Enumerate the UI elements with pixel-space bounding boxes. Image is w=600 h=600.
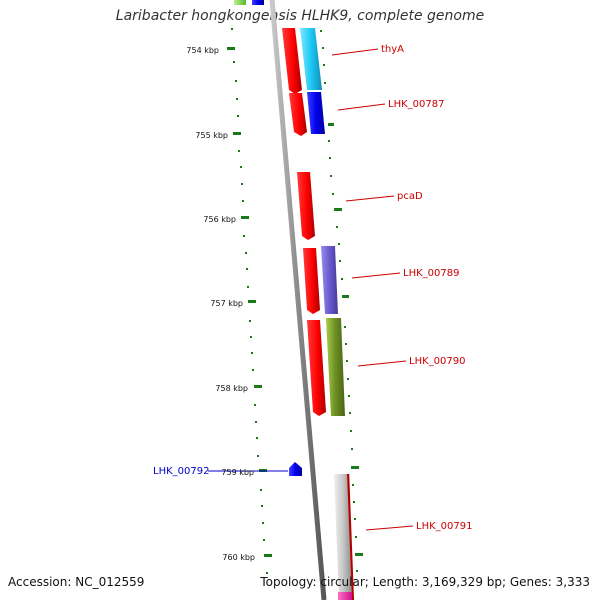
gene-LHK_00790-arrow bbox=[307, 320, 326, 416]
gene-pcaD-arrow bbox=[297, 172, 315, 240]
feature-blue bbox=[307, 92, 325, 134]
genome-backbone bbox=[269, 0, 327, 600]
feature-purple bbox=[321, 246, 338, 314]
gene-LHK_00792-arrow bbox=[289, 462, 302, 476]
outer-ruler bbox=[320, 30, 363, 572]
gene-labels: thyA LHK_00787 pcaD LHK_00789 LHK_00790 … bbox=[153, 44, 472, 532]
axis-tick-labels: 754 kbp 755 kbp 756 kbp 757 kbp 758 kbp … bbox=[186, 46, 255, 562]
gene-label-LHK_00790[interactable]: LHK_00790 bbox=[409, 356, 465, 367]
ruler-dots bbox=[231, 28, 268, 574]
gene-LHK_00789-arrow bbox=[303, 248, 320, 314]
tick-label: 758 kbp bbox=[215, 384, 248, 393]
feature-cyan bbox=[300, 28, 322, 90]
feature-partial-pink bbox=[338, 592, 352, 600]
feature-gray bbox=[334, 474, 352, 600]
genome-summary: Topology: circular; Length: 3,169,329 bp… bbox=[260, 575, 590, 589]
tick-label: 754 kbp bbox=[186, 46, 219, 55]
tick-label: 755 kbp bbox=[195, 131, 228, 140]
accession-label: Accession: NC_012559 bbox=[8, 575, 145, 589]
gene-label-LHK_00789[interactable]: LHK_00789 bbox=[403, 268, 459, 279]
gene-label-LHK_00792[interactable]: LHK_00792 bbox=[153, 466, 209, 477]
map-title: Laribacter hongkongensis HLHK9, complete… bbox=[115, 8, 485, 24]
gene-label-LHK_00787[interactable]: LHK_00787 bbox=[388, 99, 444, 110]
gene-label-pcaD[interactable]: pcaD bbox=[397, 191, 423, 202]
tick-label: 757 kbp bbox=[210, 299, 243, 308]
feature-olive bbox=[326, 318, 345, 416]
tick-label: 756 kbp bbox=[203, 215, 236, 224]
tick-label: 759 kbp bbox=[221, 468, 254, 477]
gene-LHK_00787-arrow bbox=[289, 93, 307, 136]
feature-partial-green bbox=[234, 0, 246, 5]
tick-label: 760 kbp bbox=[222, 553, 255, 562]
label-leaders bbox=[208, 48, 414, 531]
gene-thyA-arrow bbox=[282, 28, 302, 94]
feature-partial-blue bbox=[252, 0, 264, 5]
gene-label-LHK_00791[interactable]: LHK_00791 bbox=[416, 521, 472, 532]
gene-label-thyA[interactable]: thyA bbox=[381, 44, 404, 55]
